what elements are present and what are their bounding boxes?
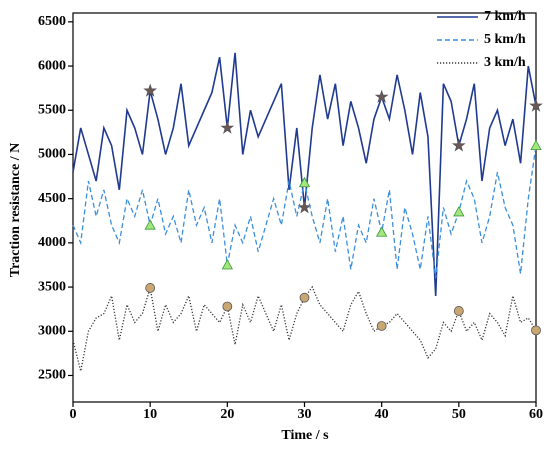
- y-axis-label: Traction resistance / N: [8, 143, 23, 277]
- y-tick-label: 3000: [38, 323, 66, 338]
- x-tick-label: 30: [298, 407, 312, 422]
- y-tick-label: 6000: [38, 58, 66, 73]
- y-tick-label: 6500: [38, 14, 66, 29]
- legend-label: 3 km/h: [484, 55, 526, 70]
- marker: [531, 325, 541, 336]
- marker: [222, 301, 233, 312]
- x-tick-label: 0: [70, 407, 77, 422]
- x-tick-label: 20: [220, 407, 234, 422]
- x-tick-label: 50: [452, 407, 466, 422]
- marker: [221, 259, 234, 270]
- x-tick-label: 40: [375, 407, 389, 422]
- marker: [529, 98, 543, 112]
- x-tick-label: 10: [143, 407, 157, 422]
- y-tick-label: 3500: [38, 279, 66, 294]
- x-axis-label: Time / s: [281, 428, 329, 443]
- series-line: [72, 145, 537, 279]
- y-tick-label: 5500: [38, 102, 66, 117]
- x-tick-label: 60: [529, 407, 543, 422]
- marker: [453, 206, 465, 217]
- y-tick-label: 2500: [38, 368, 66, 383]
- y-tick-label: 4000: [38, 235, 66, 250]
- marker: [220, 120, 235, 134]
- marker: [375, 226, 388, 237]
- marker: [299, 292, 310, 303]
- marker: [451, 138, 466, 152]
- y-tick-label: 5000: [38, 147, 66, 162]
- series-line: [72, 52, 537, 296]
- marker: [376, 321, 387, 331]
- marker: [144, 219, 156, 230]
- marker: [145, 283, 156, 293]
- marker: [143, 83, 158, 97]
- marker: [530, 139, 542, 151]
- marker: [297, 200, 312, 214]
- marker: [298, 176, 311, 188]
- y-tick-label: 4500: [38, 191, 66, 206]
- marker: [374, 89, 389, 103]
- legend-label: 7 km/h: [484, 9, 526, 24]
- legend-label: 5 km/h: [484, 32, 526, 47]
- marker: [453, 306, 464, 316]
